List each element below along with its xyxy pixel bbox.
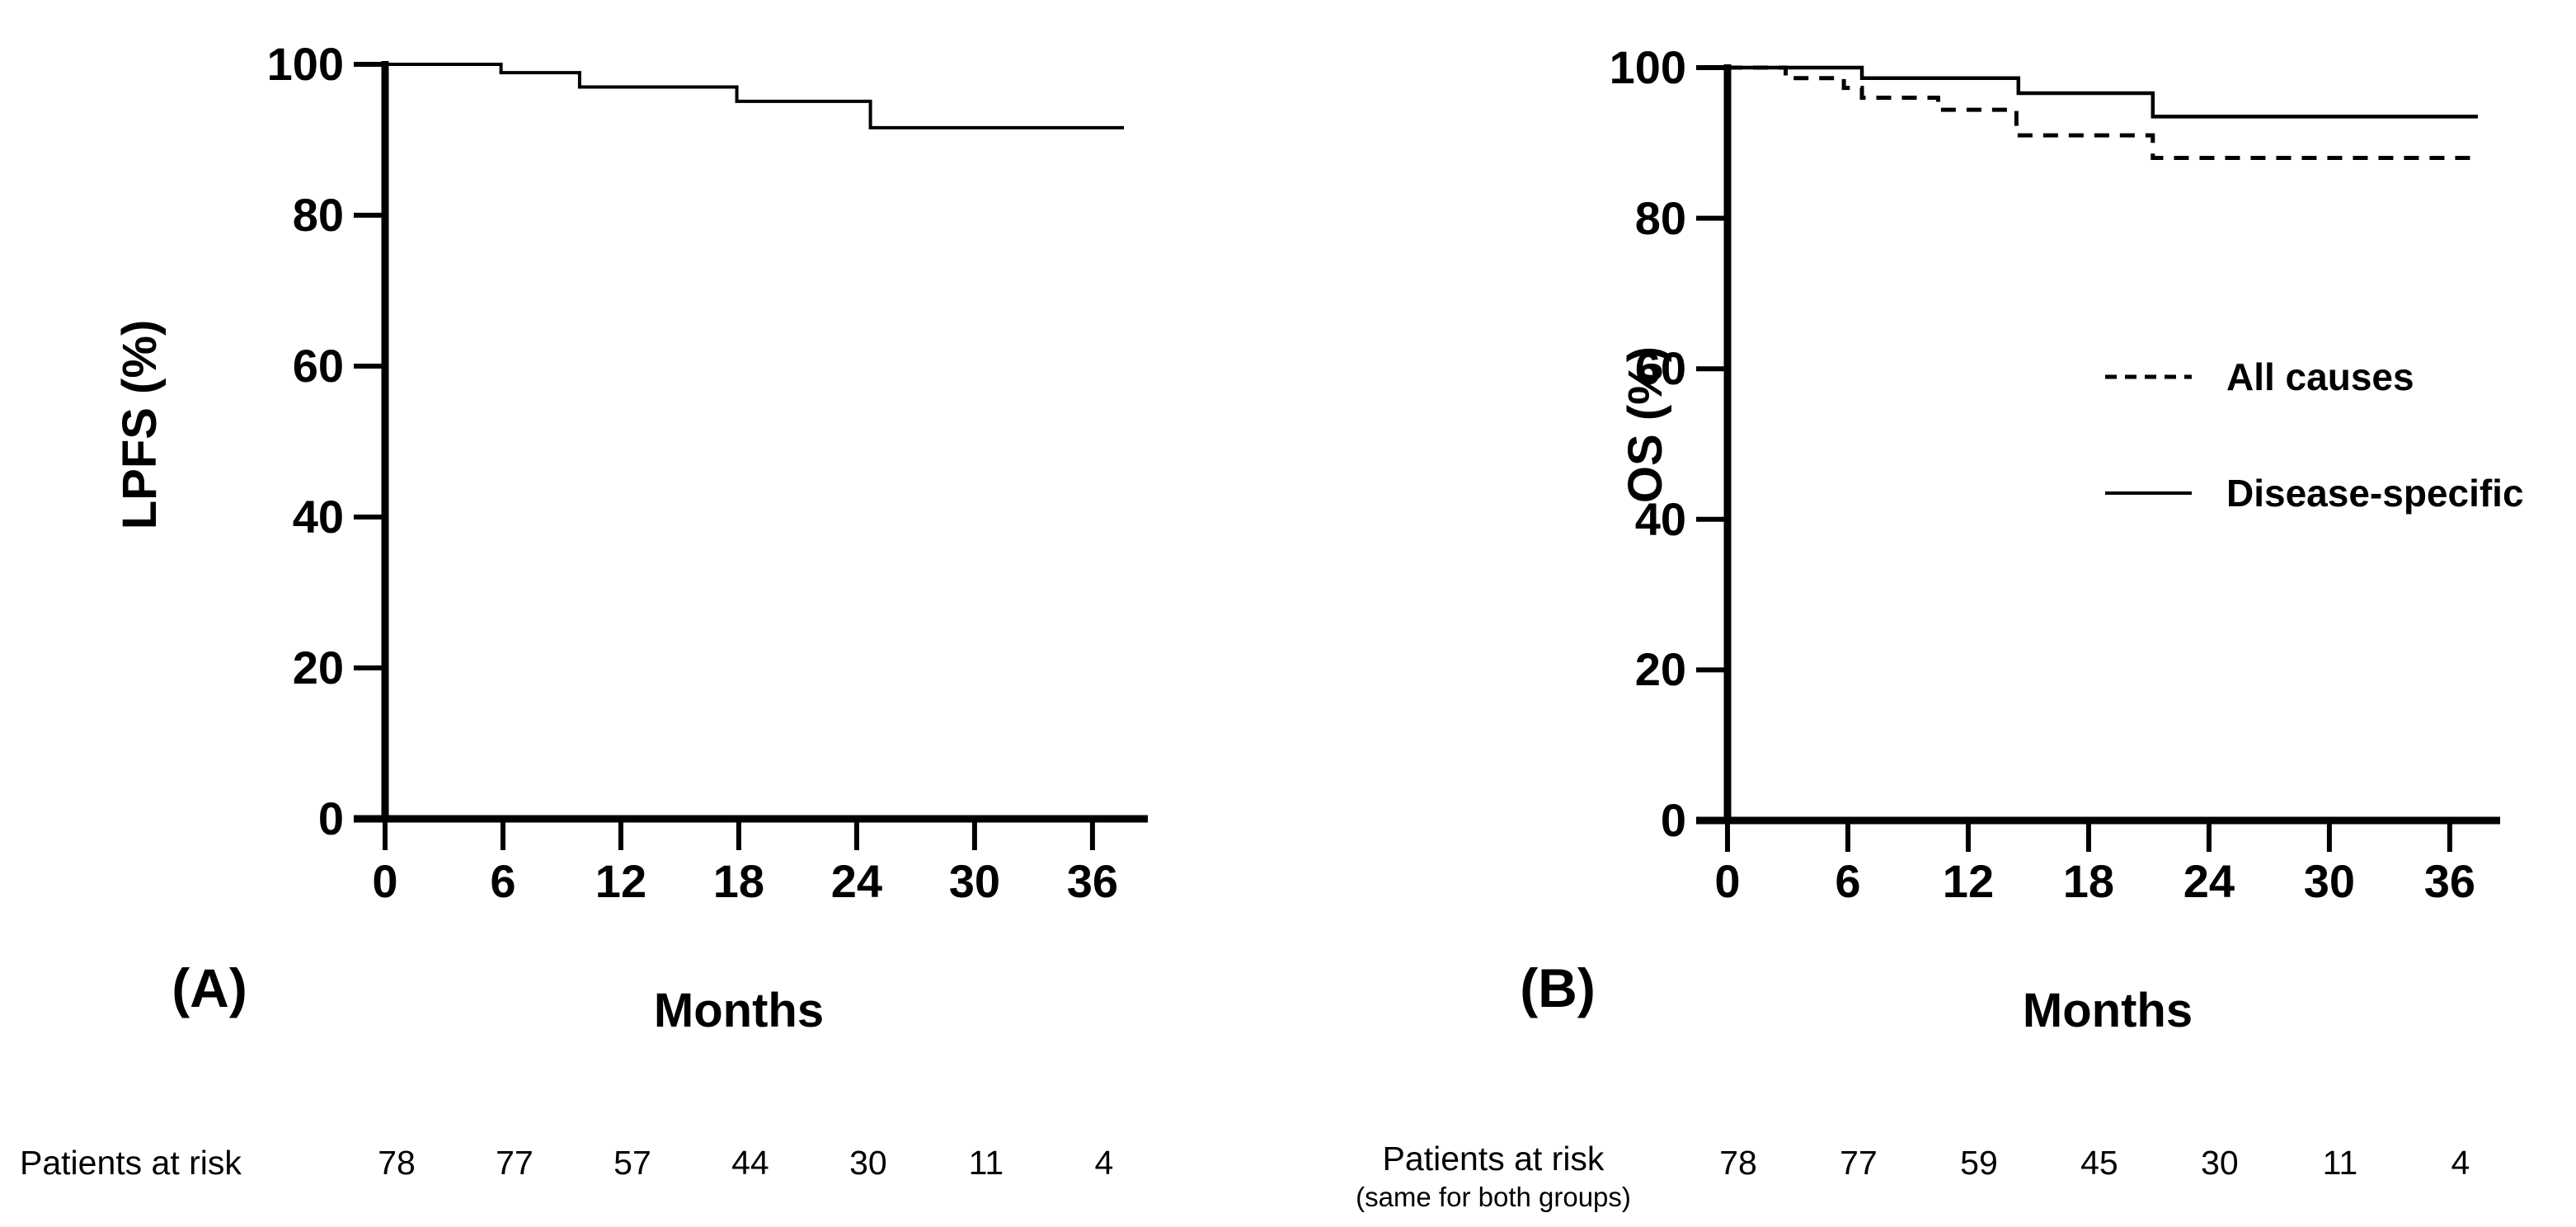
x-tick-label: 30 xyxy=(948,855,1001,907)
patients-at-risk-count: 77 xyxy=(496,1144,534,1182)
y-tick-label: 100 xyxy=(1609,41,1686,93)
patients-at-risk-count: 11 xyxy=(2322,1144,2358,1182)
y-tick-label: 40 xyxy=(292,491,344,543)
y-tick-label: 20 xyxy=(292,642,344,693)
panel-b-letter: (B) xyxy=(1520,957,1596,1018)
x-tick-label: 18 xyxy=(712,855,765,907)
y-tick-label: 60 xyxy=(1634,342,1686,395)
x-tick-label: 24 xyxy=(830,855,883,907)
x-tick-label: 12 xyxy=(1942,855,1995,907)
x-tick-label: 30 xyxy=(2303,855,2356,907)
x-tick-label: 36 xyxy=(2423,855,2476,907)
patients-at-risk-count: 78 xyxy=(1719,1144,1757,1182)
x-tick-label: 18 xyxy=(2062,855,2115,907)
patients-at-risk-count: 4 xyxy=(1094,1144,1114,1182)
patients-at-risk-count: 4 xyxy=(2451,1144,2470,1182)
panel-a-y-axis-title: LPFS (%) xyxy=(113,319,167,530)
y-tick-label: 80 xyxy=(292,189,344,241)
y-tick-label: 100 xyxy=(266,38,344,90)
patients-at-risk-count: 77 xyxy=(1840,1144,1878,1182)
y-tick-label: 60 xyxy=(292,340,344,392)
patients-at-risk-count: 78 xyxy=(378,1144,416,1182)
y-tick-label: 0 xyxy=(317,792,344,844)
patients-at-risk-count: 30 xyxy=(849,1144,887,1182)
y-tick-label: 80 xyxy=(1634,191,1686,244)
patients-at-risk-count: 57 xyxy=(613,1144,651,1182)
x-tick-label: 24 xyxy=(2183,855,2235,907)
panel-b-x-axis-title: Months xyxy=(2022,984,2193,1037)
panel-b-patients-at-risk-note: (same for both groups) xyxy=(1356,1182,1631,1212)
legend-label-disease-specific: Disease-specific xyxy=(2226,472,2524,515)
patients-at-risk-count: 45 xyxy=(2080,1144,2118,1182)
panel-a-x-axis-title: Months xyxy=(653,984,825,1037)
legend-label-all-causes: All causes xyxy=(2226,355,2414,398)
y-tick-label: 0 xyxy=(1660,794,1686,846)
km-curve-lpfs xyxy=(385,63,1125,129)
y-tick-label: 40 xyxy=(1634,492,1686,545)
patients-at-risk-count: 44 xyxy=(731,1144,769,1182)
x-tick-label: 6 xyxy=(490,855,516,907)
x-tick-label: 6 xyxy=(1835,855,1861,907)
x-tick-label: 0 xyxy=(1714,855,1741,907)
km-curve-disease-specific xyxy=(1728,65,2478,119)
km-curve-all-causes xyxy=(1728,65,2478,161)
x-tick-label: 0 xyxy=(372,855,398,907)
panel-a-letter: (A) xyxy=(172,957,247,1018)
patients-at-risk-count: 11 xyxy=(968,1144,1004,1182)
panel-b-y-axis-title: OS (%) xyxy=(1619,346,1672,504)
y-tick-label: 20 xyxy=(1634,643,1686,696)
panel-a-patients-at-risk-label: Patients at risk xyxy=(20,1144,242,1182)
x-tick-label: 36 xyxy=(1066,855,1119,907)
patients-at-risk-count: 30 xyxy=(2201,1144,2239,1182)
x-tick-label: 12 xyxy=(595,855,647,907)
panel-b-patients-at-risk-label: Patients at risk xyxy=(1382,1140,1605,1178)
patients-at-risk-count: 59 xyxy=(1960,1144,1998,1182)
